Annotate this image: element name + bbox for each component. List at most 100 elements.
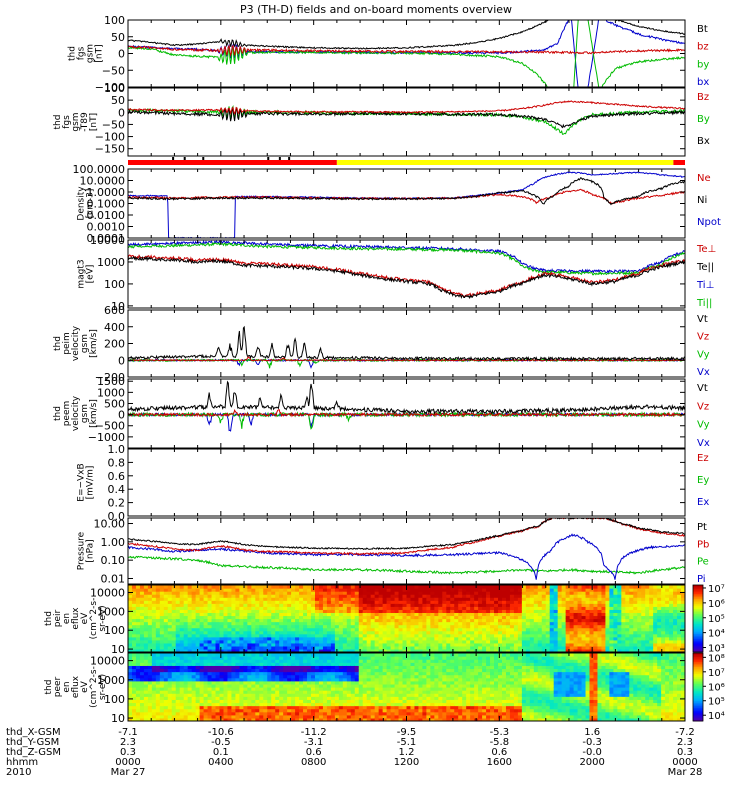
spectrogram-cell (287, 588, 292, 592)
spectrogram-cell (219, 677, 225, 682)
spectrogram-cell (223, 624, 229, 629)
spectrogram-cell (239, 711, 244, 716)
spectrogram-cell (143, 597, 149, 601)
spectrogram-cell (334, 639, 340, 644)
spectrogram-cell (299, 618, 304, 623)
spectrogram-cell (673, 627, 678, 632)
spectrogram-cell (195, 603, 201, 607)
spectrogram-cell (223, 687, 229, 691)
spectrogram-cell (386, 594, 392, 598)
spectrogram-cell (374, 636, 380, 641)
spectrogram-cell (517, 609, 523, 614)
spectrogram-cell (131, 612, 137, 617)
spectrogram-cell (442, 630, 447, 635)
spectrogram-cell (211, 699, 217, 704)
spectrogram-cell (128, 597, 133, 601)
spectrogram-cell (275, 609, 280, 614)
spectrogram-cell (450, 639, 455, 644)
spectrogram-cell (382, 609, 388, 614)
spectrogram-cell (533, 633, 539, 638)
y-axis-label-line: eV (80, 612, 90, 625)
spectrogram-cell (617, 648, 622, 652)
spectrogram-cell (183, 696, 189, 700)
spectrogram-cell (243, 714, 248, 719)
spectrogram-cell (569, 642, 575, 647)
spectrogram-cell (382, 600, 388, 604)
spectrogram-cell (255, 627, 260, 632)
spectrogram-cell (374, 618, 380, 623)
spectrogram-cell (227, 645, 233, 650)
y-tick-label: 100 (104, 624, 125, 637)
spectrogram-cell (291, 702, 296, 707)
spectrogram-cell (486, 603, 491, 607)
spectrogram-cell (247, 662, 252, 666)
spectrogram-cell (307, 668, 312, 673)
spectrogram-cell (287, 624, 292, 629)
spectrogram-cell (275, 696, 280, 700)
spectrogram-cell (501, 618, 507, 623)
spectrogram-cell (263, 615, 268, 620)
spectrogram-cell (677, 630, 682, 635)
spectrogram-cell (159, 665, 165, 670)
spectrogram-cell (338, 612, 344, 617)
spectrogram-cell (501, 606, 507, 610)
spectrogram-cell (430, 627, 435, 632)
spectrogram-cell (171, 674, 177, 679)
legend: Te⊥Te||Ti⊥Ti|| (696, 244, 716, 309)
spectrogram-cell (199, 603, 205, 607)
spectrogram-cell (307, 683, 312, 688)
spectrogram-cell (139, 624, 145, 629)
spectrogram-cell (128, 702, 133, 707)
spectrogram-cell (259, 717, 264, 721)
y-tick-label: 0.0100 (87, 209, 126, 222)
spectrogram-cell (143, 683, 149, 688)
spectrogram-cell (227, 677, 233, 682)
spectrogram-cell (426, 600, 431, 604)
spectrogram-cell (661, 588, 666, 592)
spectrogram-cell (318, 693, 324, 697)
spectrogram-cell (322, 714, 328, 719)
spectrogram-cell (386, 615, 392, 620)
spectrogram-cell (641, 636, 646, 641)
spectrogram-cell (151, 633, 157, 638)
spectrogram-cell (398, 633, 404, 638)
spectrogram-cell (235, 683, 240, 688)
spectrogram-cell (657, 606, 662, 610)
spectrogram-cell (299, 674, 304, 679)
spectrogram-cell (454, 603, 459, 607)
spectrogram-cell (159, 659, 165, 663)
spectrogram-cell (135, 702, 141, 707)
spectrogram-cell (350, 606, 356, 610)
spectrogram-cell (171, 711, 177, 716)
spectrogram-cell (215, 618, 221, 623)
spectrogram-cell (267, 624, 272, 629)
spectrogram-cell (326, 603, 332, 607)
spectrogram-cell (398, 627, 404, 632)
spectrogram-cell (211, 665, 217, 670)
spectrogram-cell (175, 705, 181, 710)
spectrogram-cell (243, 680, 248, 685)
spectrogram-cell (267, 711, 272, 716)
spectrogram-cell (251, 624, 256, 629)
spectrogram-cell (207, 665, 213, 670)
spectrogram-cell (585, 594, 591, 598)
spectrogram-cell (259, 671, 264, 676)
spectrogram-cell (362, 627, 368, 632)
spectrogram-cell (131, 687, 137, 691)
spectrogram-cell (267, 668, 272, 673)
spectrogram-cell (159, 693, 165, 697)
spectrogram-cell (494, 624, 499, 629)
spectrogram-cell (191, 606, 197, 610)
spectrogram-cell (287, 714, 292, 719)
spectrogram-cell (565, 621, 571, 626)
spectrogram-cell (450, 588, 455, 592)
spectrogram-cell (211, 618, 217, 623)
spectrogram-cell (187, 696, 193, 700)
spectrogram-cell (422, 597, 427, 601)
spectrogram-cell (537, 597, 543, 601)
spectrogram-cell (151, 603, 157, 607)
spectrogram-cell (438, 591, 443, 595)
spectrogram-cell (291, 609, 296, 614)
spectrogram-cell (135, 597, 141, 601)
